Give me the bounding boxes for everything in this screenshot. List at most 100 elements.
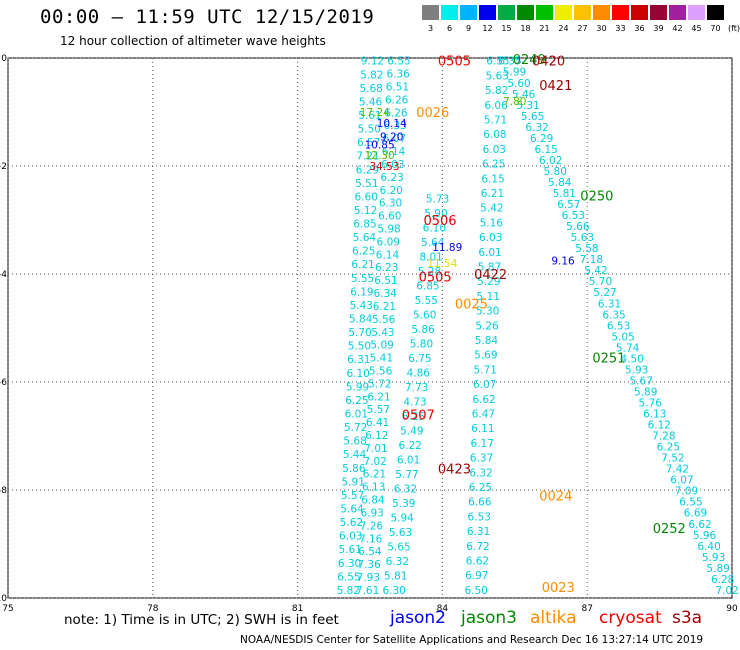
wave-height-value: 6.10: [423, 222, 446, 234]
wave-height-value: 6.36: [386, 69, 410, 81]
wave-height-value: 6.01: [345, 409, 368, 421]
wave-height-value: 5.86: [342, 463, 366, 475]
pass-time-label: 0422: [474, 268, 507, 283]
wave-height-value: 6.85: [416, 280, 439, 292]
wave-height-value: 7.02: [364, 456, 387, 468]
wave-height-value: 6.02: [539, 155, 562, 167]
pass-time-label: 0024: [539, 489, 572, 504]
wave-height-value: 6.15: [534, 144, 557, 156]
wave-height-value: 6.62: [688, 519, 711, 531]
wave-height-value: 6.57: [557, 199, 580, 211]
high-wave-value: 34.53: [369, 161, 399, 173]
wave-height-value: 6.75: [408, 353, 431, 365]
wave-height-value: 5.68: [343, 436, 366, 448]
wave-height-value: 6.03: [381, 159, 404, 171]
wave-height-value: 6.12: [365, 430, 388, 442]
wave-height-value: 6.29: [356, 164, 379, 176]
wave-height-value: 5.44: [343, 449, 367, 461]
wave-height-value: 5.50: [348, 341, 371, 353]
wave-height-value: 5.98: [377, 223, 400, 235]
high-wave-value: 10.85: [365, 139, 395, 151]
wave-height-value: 5.82: [337, 585, 360, 597]
wave-height-value: 6.69: [684, 508, 707, 520]
wave-height-value: 6.32: [469, 467, 492, 479]
wave-height-value: 6.21: [351, 259, 374, 271]
high-wave-value: 11.54: [427, 258, 457, 270]
wave-height-value: 5.05: [611, 331, 634, 343]
x-tick-label: 90: [726, 604, 738, 614]
wave-height-value: 6.03: [479, 232, 502, 244]
x-tick-label: 75: [2, 604, 13, 614]
plot-frame: [7, 57, 733, 599]
wave-height-value: 6.85: [353, 219, 376, 231]
wave-height-value: 6.66: [468, 497, 492, 509]
wave-height-value: 5.84: [349, 314, 373, 326]
wave-height-value: 5.57: [367, 404, 390, 416]
wave-height-value: 5.70: [348, 327, 371, 339]
wave-height-value: 6.08: [483, 129, 506, 141]
wave-height-value: 7.36: [357, 559, 381, 571]
x-tick-label: 78: [147, 604, 159, 614]
wave-height-value: 6.57: [357, 137, 380, 149]
wave-height-value: 5.42: [480, 203, 503, 215]
wave-height-value: 5.39: [392, 498, 415, 510]
y-tick-label: -10: [0, 594, 7, 604]
wave-height-value: 5.99: [346, 381, 369, 393]
satellite-name: jason2: [390, 608, 446, 628]
wave-height-value: 6.33: [383, 120, 406, 132]
colorbar-swatch: [574, 5, 591, 20]
wave-height-value: 9.12: [361, 56, 384, 68]
wave-height-value: 6.28: [711, 574, 734, 586]
wave-height-value: 6.62: [472, 394, 495, 406]
wave-height-value: 5.26: [475, 320, 499, 332]
wave-height-value: 7.21: [356, 151, 379, 163]
wave-height-value: 6.54: [358, 546, 382, 558]
wave-height-value: 7.01: [364, 443, 387, 455]
x-tick-label: 87: [581, 604, 592, 614]
colorbar-label: 30: [596, 24, 607, 33]
wave-height-value: 6.13: [362, 482, 385, 494]
colorbar-label: 36: [634, 24, 645, 33]
wave-height-value: 5.91: [342, 476, 365, 488]
wave-height-value: 6.15: [481, 173, 504, 185]
pass-time-label: 0023: [542, 581, 575, 596]
wave-height-value: 6.25: [482, 159, 505, 171]
wave-height-value: 6.23: [375, 262, 398, 274]
wave-height-value: 6.22: [399, 440, 422, 452]
colorbar-label: 70: [710, 24, 721, 33]
wave-height-value: 5.67: [630, 375, 653, 387]
wave-height-value: 6.40: [697, 541, 720, 553]
wave-height-value: 5.84: [475, 335, 499, 347]
wave-height-value: 5.89: [634, 386, 657, 398]
wave-height-value: 6.23: [380, 172, 403, 184]
wave-height-value: 5.82: [360, 69, 383, 81]
colorbar-swatch: [460, 5, 477, 20]
x-tick-label: 84: [437, 604, 449, 614]
pass-time-label: 0250: [580, 190, 613, 205]
wave-height-value: 5.46: [359, 96, 383, 108]
colorbar-label: 33: [615, 24, 626, 33]
wave-height-value: 6.60: [355, 191, 378, 203]
wave-height-value: 5.90: [424, 208, 447, 220]
wave-height-value: 6.31: [467, 526, 490, 538]
colorbar-swatch: [650, 5, 667, 20]
wave-height-value: 6.30: [382, 585, 405, 597]
credit-line: NOAA/NESDIS Center for Satellite Applica…: [240, 634, 704, 646]
wave-height-value: 6.25: [657, 442, 680, 454]
wave-height-value: 5.28: [418, 266, 441, 278]
wave-height-value: 6.93: [360, 507, 383, 519]
colorbar-label: 12: [482, 24, 493, 33]
pass-time-label: 0505: [438, 55, 471, 70]
colorbar-label: 15: [501, 24, 512, 33]
satellite-name: altika: [530, 608, 577, 628]
wave-height-value: 5.89: [706, 563, 729, 575]
pass-time-label: 0423: [438, 462, 471, 477]
wave-height-value: 5.72: [368, 378, 391, 390]
wave-height-value: 5.56: [369, 365, 393, 377]
wave-height-value: 5.99: [503, 67, 526, 79]
wave-height-value: 7.28: [652, 431, 675, 443]
wave-height-value: 6.13: [643, 409, 666, 421]
wave-height-value: 5.31: [516, 100, 539, 112]
wave-height-value: 5.81: [384, 570, 407, 582]
